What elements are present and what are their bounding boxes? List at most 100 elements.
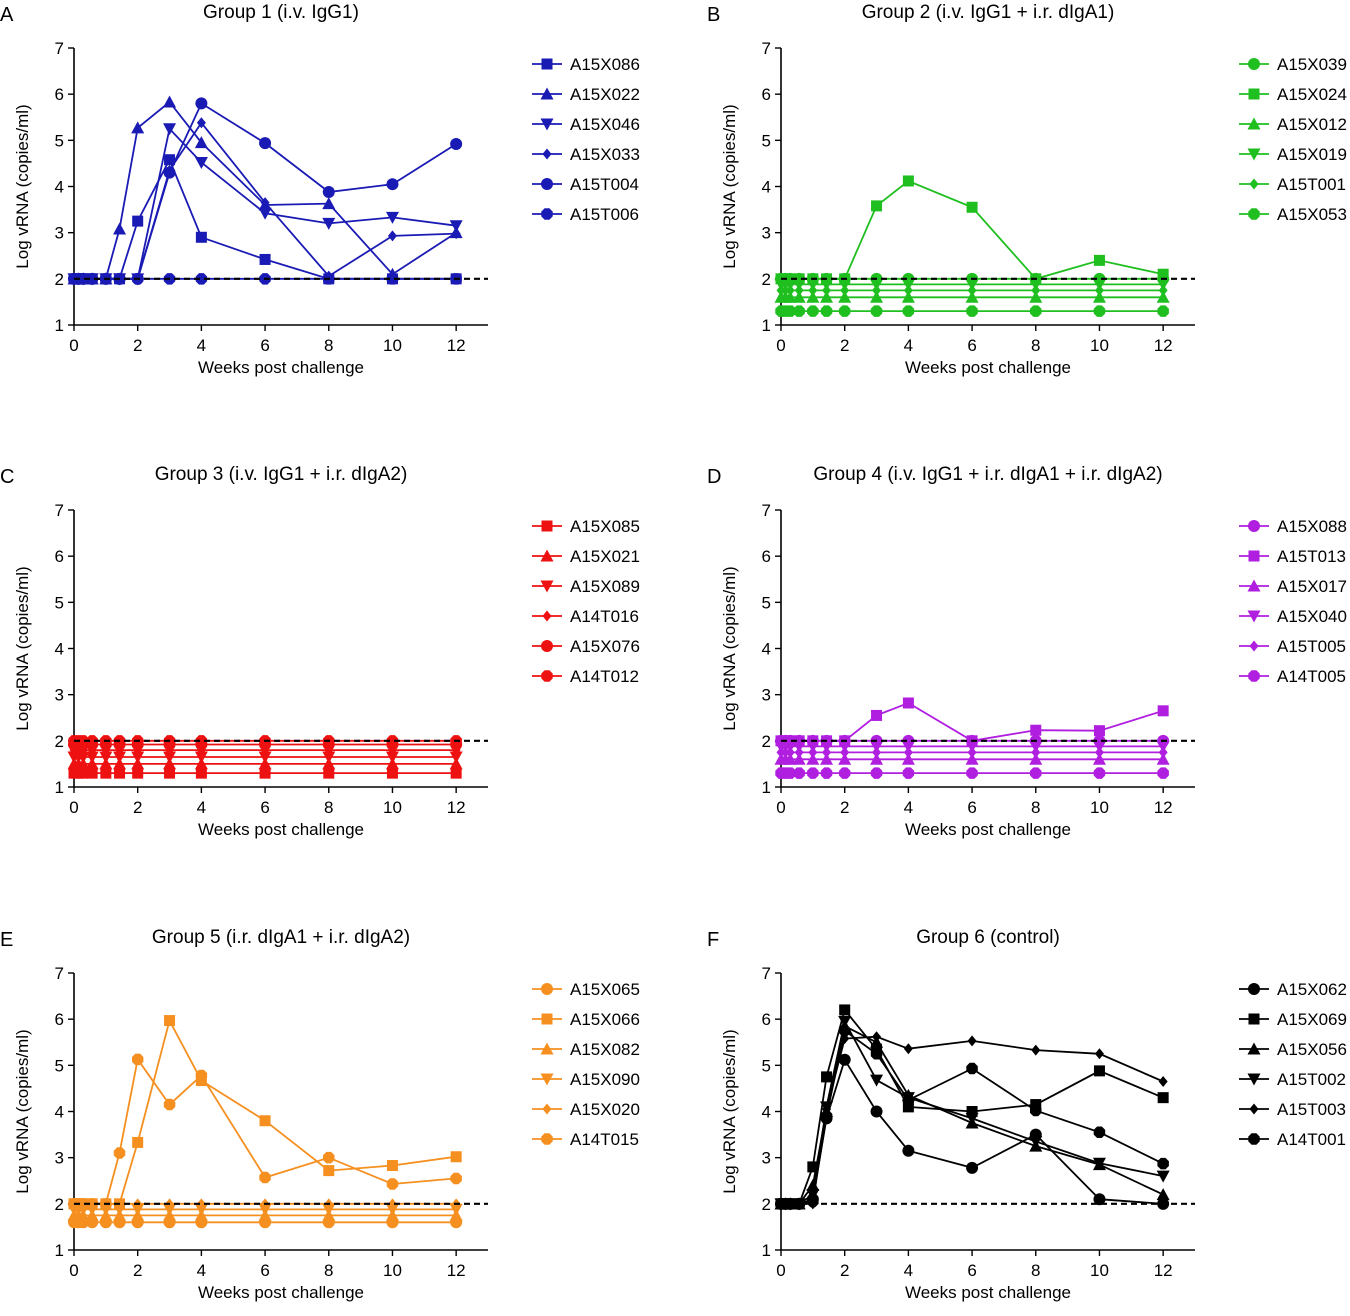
data-point <box>163 751 177 764</box>
data-point <box>1093 1126 1106 1138</box>
series-A15T001 <box>776 284 1168 296</box>
data-point <box>966 305 978 317</box>
legend-marker <box>541 208 553 220</box>
series-line <box>781 1057 1164 1205</box>
x-tick-label: 0 <box>776 798 785 817</box>
y-axis-label: Log vRNA (copies/ml) <box>13 1029 32 1193</box>
x-axis-label: Weeks post challenge <box>905 1283 1071 1302</box>
data-point <box>806 290 820 303</box>
data-point <box>1031 746 1041 758</box>
x-axis-label: Weeks post challenge <box>905 358 1071 377</box>
panel-title: Group 5 (i.r. dIgA1 + i.r. dIgA2) <box>152 927 410 948</box>
data-point <box>839 767 851 779</box>
data-point <box>838 752 852 765</box>
data-point <box>783 278 797 291</box>
data-point <box>1157 305 1169 317</box>
data-point <box>1157 268 1169 280</box>
y-tick-label: 7 <box>55 501 64 520</box>
data-point <box>965 1112 979 1125</box>
legend-label: A15X086 <box>570 55 640 74</box>
data-point <box>903 284 913 296</box>
y-tick-label: 6 <box>762 547 771 566</box>
data-point <box>807 767 819 779</box>
data-point <box>870 752 884 765</box>
data-point <box>785 284 795 296</box>
y-tick-label: 7 <box>762 39 771 58</box>
data-point <box>195 231 207 243</box>
data-point <box>163 166 176 179</box>
legend-marker <box>1249 1103 1259 1115</box>
x-tick-label: 0 <box>69 798 78 817</box>
data-point <box>1093 1065 1105 1077</box>
x-tick-label: 4 <box>904 336 913 355</box>
y-axis-label: Log vRNA (copies/ml) <box>720 1029 739 1193</box>
legend: A15X085 A15X021 A15X089 A14T016 A15X076 A14T0… <box>532 517 640 686</box>
y-tick-label: 3 <box>762 686 771 705</box>
y-tick-label: 2 <box>55 270 64 289</box>
data-point <box>820 290 834 303</box>
y-tick-label: 4 <box>762 178 771 197</box>
data-point <box>1158 746 1168 758</box>
x-tick-label: 8 <box>324 336 333 355</box>
data-point <box>1029 278 1043 291</box>
data-point <box>967 1035 977 1047</box>
data-point <box>259 253 271 265</box>
data-point <box>258 1203 272 1216</box>
data-point <box>793 273 805 285</box>
data-point <box>902 305 915 317</box>
panel-letter: C <box>0 466 14 488</box>
data-point <box>323 1151 335 1164</box>
series-A14T005 <box>775 767 1169 779</box>
panel-title: Group 3 (i.v. IgG1 + i.r. dIgA2) <box>155 464 408 485</box>
data-point <box>86 735 98 747</box>
legend-marker <box>540 580 554 593</box>
data-point <box>259 767 271 779</box>
legend-marker <box>1248 1133 1260 1145</box>
data-point <box>76 751 90 764</box>
data-point <box>1093 725 1105 737</box>
series-A15T005 <box>776 746 1168 758</box>
legend-label: A15X088 <box>1277 517 1347 536</box>
data-point <box>793 767 805 779</box>
data-point <box>807 1161 819 1173</box>
y-tick-label: 2 <box>55 1195 64 1214</box>
data-point <box>322 197 336 210</box>
legend-label: A14T001 <box>1277 1130 1346 1149</box>
x-tick-label: 12 <box>447 798 466 817</box>
data-point <box>77 735 89 747</box>
legend-marker <box>1247 148 1261 161</box>
data-point <box>903 746 913 758</box>
legend-marker <box>541 520 553 532</box>
panel-e: E Group 5 (i.r. dIgA1 + i.r. dIgA2)123456… <box>0 927 640 1302</box>
data-point <box>386 1160 398 1172</box>
data-point <box>872 746 882 758</box>
data-point <box>1094 284 1104 296</box>
legend-marker <box>1248 670 1260 682</box>
y-tick-label: 1 <box>55 778 64 797</box>
data-point <box>1157 767 1169 779</box>
x-tick-label: 12 <box>1154 798 1173 817</box>
legend-marker <box>1247 579 1261 592</box>
legend-label: A15X076 <box>570 637 640 656</box>
data-point <box>807 305 819 317</box>
data-point <box>387 1198 397 1210</box>
data-point <box>1030 1104 1042 1117</box>
data-point <box>784 273 796 285</box>
y-tick-label: 7 <box>762 964 771 983</box>
x-tick-label: 8 <box>1031 1261 1040 1280</box>
legend-label: A15X082 <box>570 1040 640 1059</box>
data-point <box>100 767 112 779</box>
legend-marker <box>1249 640 1259 652</box>
x-tick-label: 8 <box>1031 336 1040 355</box>
legend-label: A15X065 <box>570 980 640 999</box>
data-point <box>820 752 834 765</box>
legend-label: A15T004 <box>570 175 639 194</box>
y-tick-label: 6 <box>762 85 771 104</box>
data-point <box>385 211 399 224</box>
y-tick-label: 1 <box>762 778 771 797</box>
data-point <box>1029 740 1043 753</box>
x-tick-label: 0 <box>776 336 785 355</box>
data-point <box>966 1161 979 1174</box>
data-point <box>838 1015 852 1028</box>
